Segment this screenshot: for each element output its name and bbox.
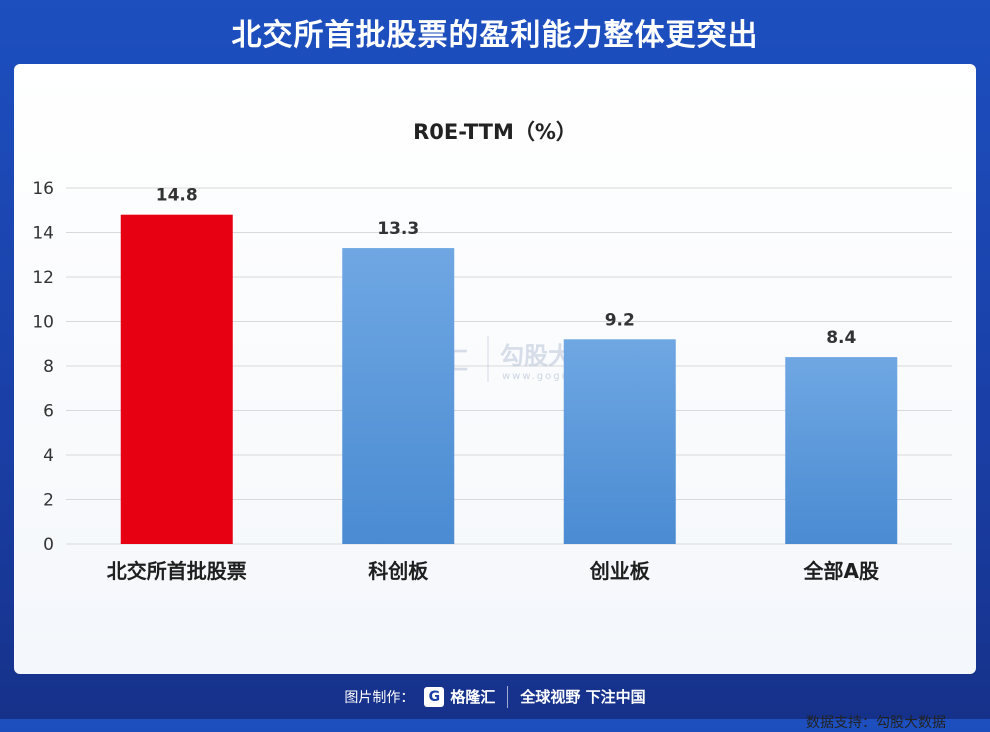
y-tick-label: 0 (43, 535, 54, 555)
value-label: 13.3 (377, 219, 419, 239)
chart-card: R0E-TTM（%） 格隆汇 勾股大数据 www.gogudata.com 02… (14, 64, 976, 731)
x-axis-categories: 北交所首批股票 科创板 创业板 全部A股 (107, 559, 879, 583)
footer-brand: 格隆汇 (450, 688, 496, 706)
footer-slogan: 全球视野 下注中国 (520, 688, 646, 706)
value-label: 14.8 (156, 186, 198, 206)
bar-chart: R0E-TTM（%） 格隆汇 勾股大数据 www.gogudata.com 02… (32, 120, 952, 583)
y-tick-label: 16 (32, 179, 54, 199)
category-label: 创业板 (589, 559, 651, 583)
bar-1 (120, 214, 233, 544)
bar-4 (785, 357, 898, 544)
category-label: 全部A股 (803, 559, 879, 583)
bar-2 (342, 248, 455, 544)
bars (120, 214, 898, 544)
y-tick-label: 6 (43, 402, 54, 422)
category-label: 北交所首批股票 (107, 559, 247, 583)
chart-title: R0E-TTM（%） (413, 120, 577, 144)
y-tick-label: 10 (32, 313, 54, 333)
page-title: 北交所首批股票的盈利能力整体更突出 (231, 18, 759, 53)
bar-3 (563, 339, 676, 544)
footer-divider (507, 685, 509, 708)
value-label: 8.4 (826, 328, 856, 348)
y-tick-label: 12 (32, 268, 54, 288)
y-tick-label: 2 (43, 491, 54, 511)
category-label: 科创板 (368, 559, 429, 583)
value-labels: 14.8 13.3 9.2 8.4 (156, 186, 857, 348)
y-axis-ticks: 0 2 4 6 8 10 12 14 16 (32, 179, 54, 555)
value-label: 9.2 (605, 310, 635, 330)
y-tick-label: 14 (32, 224, 54, 244)
y-tick-label: 8 (43, 357, 54, 377)
footer-prefix: 图片制作： (344, 689, 415, 706)
y-tick-label: 4 (43, 446, 54, 466)
footer: 图片制作： G 格隆汇 全球视野 下注中国 (0, 674, 990, 719)
brand-logo-icon: G (424, 686, 445, 707)
